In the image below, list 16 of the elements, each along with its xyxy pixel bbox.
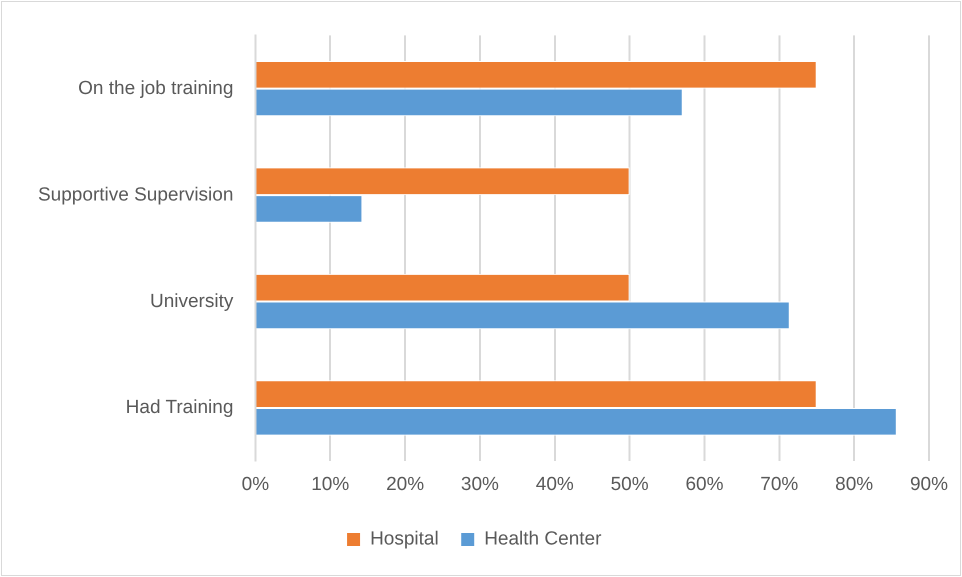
x-tick-label: 50% [610,474,649,495]
x-tick-label: 60% [685,474,724,495]
x-tick-label: 40% [536,474,574,495]
y-tick-label: Supportive Supervision [38,184,234,206]
y-tick-label: Had Training [126,397,234,418]
x-tick-label: 10% [311,474,350,495]
legend-label: Hospital [370,528,439,550]
x-tick-label: 30% [460,474,500,495]
x-tick-label: 90% [910,474,948,495]
legend-label: Health Center [484,528,602,550]
x-tick-label: 0% [242,474,270,495]
y-tick-label: University [150,290,234,312]
x-tick-label: 80% [835,474,874,495]
x-tick-label: 20% [386,474,424,495]
x-tick-label: 70% [760,474,798,495]
y-tick-label: On the job training [78,78,234,99]
